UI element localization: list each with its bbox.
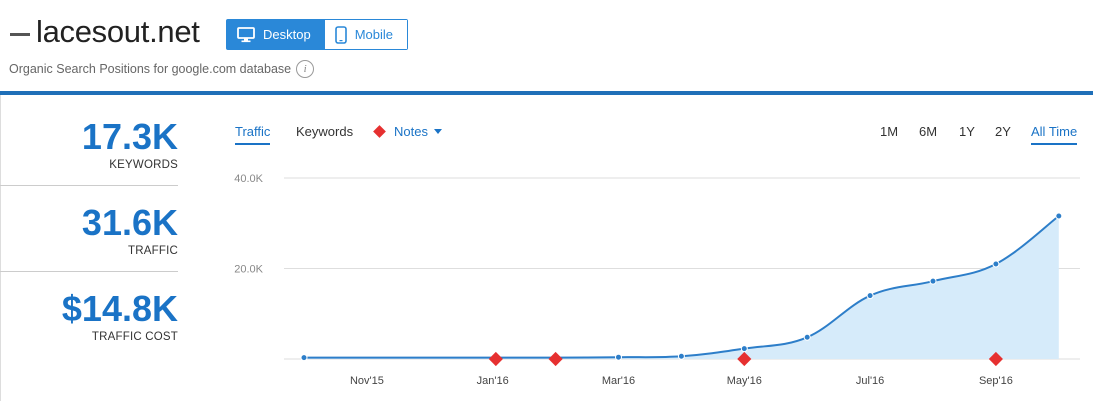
x-tick-label: Jul'16 xyxy=(856,375,884,387)
note-marker xyxy=(737,351,752,367)
monitor-icon xyxy=(237,26,255,42)
database-subtitle: Organic Search Positions for google.com … xyxy=(9,60,315,78)
chart-notes xyxy=(488,351,1003,367)
tab-mobile[interactable]: Mobile xyxy=(324,20,407,49)
tab-desktop-label: Desktop xyxy=(263,27,311,42)
x-tick-label: Nov'15 xyxy=(350,375,384,387)
tab-desktop[interactable]: Desktop xyxy=(227,20,325,49)
left-border xyxy=(0,95,1,401)
range-1m[interactable]: 1M xyxy=(880,124,899,139)
header-divider xyxy=(0,91,1093,95)
data-point xyxy=(866,292,874,300)
domain-title: lacesout.net xyxy=(36,14,200,49)
metric-divider xyxy=(0,271,178,272)
y-axis: 20.0K 40.0K xyxy=(234,173,263,276)
data-point xyxy=(615,353,622,361)
range-2y[interactable]: 2Y xyxy=(995,124,1011,139)
metric-divider xyxy=(0,185,178,186)
tab-mobile-label: Mobile xyxy=(354,27,393,42)
metric-keywords-label: KEYWORDS xyxy=(109,159,178,171)
data-point xyxy=(677,352,685,360)
x-tick-label: Sep'16 xyxy=(979,375,1013,387)
notes-label: Notes xyxy=(394,124,428,139)
chevron-down-icon xyxy=(433,129,442,134)
data-point xyxy=(300,354,308,362)
traffic-area xyxy=(304,216,1059,359)
traffic-points xyxy=(300,212,1063,362)
range-all-time[interactable]: All Time xyxy=(1031,124,1078,145)
metric-traffic-label: TRAFFIC xyxy=(128,245,178,257)
header: lacesout.net Desktop Mobile Organic Sear… xyxy=(0,0,1093,92)
metric-traffic-value: 31.6K xyxy=(81,202,178,243)
metric-traffic-cost-value: $14.8K xyxy=(61,288,178,329)
subtitle-text: Organic Search Positions for google.com … xyxy=(9,62,292,76)
y-tick-label: 20.0K xyxy=(234,264,263,276)
range-1y[interactable]: 1Y xyxy=(959,124,975,139)
x-tick-label: Mar'16 xyxy=(602,375,635,387)
metric-keywords-value: 17.3K xyxy=(81,116,178,157)
metric-keywords[interactable]: 17.3K KEYWORDS xyxy=(0,116,178,172)
note-marker xyxy=(548,351,563,367)
tab-traffic[interactable]: Traffic xyxy=(235,124,271,145)
metric-traffic-cost-label: TRAFFIC COST xyxy=(91,331,178,343)
device-toggle: Desktop Mobile xyxy=(226,19,408,50)
data-point xyxy=(803,333,811,341)
x-axis: Nov'15 Jan'16 Mar'16 May'16 Jul'16 Sep'16 xyxy=(350,375,1013,387)
metric-traffic[interactable]: 31.6K TRAFFIC xyxy=(0,202,178,258)
info-icon[interactable]: i xyxy=(296,60,315,78)
x-tick-label: May'16 xyxy=(727,375,762,387)
note-marker xyxy=(488,351,503,367)
y-tick-label: 40.0K xyxy=(234,173,263,185)
data-point xyxy=(992,260,1000,268)
site-favicon-icon xyxy=(10,33,30,36)
tab-keywords[interactable]: Keywords xyxy=(296,124,354,139)
x-tick-label: Jan'16 xyxy=(477,375,509,387)
data-point xyxy=(1055,212,1063,220)
note-marker xyxy=(988,351,1003,367)
data-point xyxy=(929,277,937,285)
notes-dropdown[interactable]: Notes xyxy=(373,124,442,139)
phone-icon xyxy=(334,25,347,44)
metric-traffic-cost[interactable]: $14.8K TRAFFIC COST xyxy=(0,288,178,344)
range-6m[interactable]: 6M xyxy=(919,124,938,139)
data-point xyxy=(740,345,748,353)
